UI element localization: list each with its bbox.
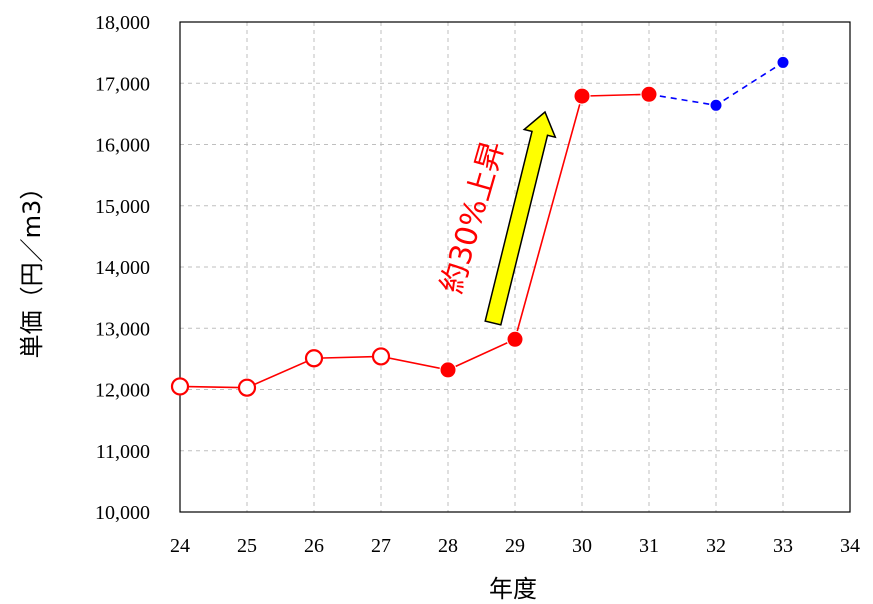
x-tick-label: 27 <box>371 535 391 557</box>
data-point <box>640 85 658 103</box>
x-tick-label: 34 <box>840 535 860 557</box>
x-tick-label: 28 <box>438 535 458 557</box>
x-tick-label: 32 <box>706 535 726 557</box>
x-tick-label: 24 <box>170 535 190 557</box>
y-tick-label: 17,000 <box>95 73 150 95</box>
data-point <box>573 87 591 105</box>
data-point <box>709 98 723 112</box>
x-tick-label: 25 <box>237 535 257 557</box>
increase-annotation: 約30%上昇 <box>434 110 557 326</box>
x-tick-label: 26 <box>304 535 324 557</box>
y-tick-label: 16,000 <box>95 135 150 157</box>
data-point <box>237 378 257 397</box>
y-tick-label: 11,000 <box>96 441 150 463</box>
y-tick-label: 13,000 <box>95 318 150 340</box>
x-tick-label: 33 <box>773 535 793 557</box>
y-tick-label: 18,000 <box>95 12 150 34</box>
data-point <box>170 377 190 396</box>
y-tick-label: 15,000 <box>95 196 150 218</box>
x-axis-title: 年度 <box>489 575 537 603</box>
series-line <box>179 93 650 389</box>
x-tick-labels: 24 25 26 27 28 29 30 31 32 33 34 <box>170 535 860 557</box>
x-tick-label: 31 <box>639 535 659 557</box>
y-tick-label: 10,000 <box>95 502 150 524</box>
x-tick-label: 29 <box>505 535 525 557</box>
y-tick-label: 14,000 <box>95 257 150 279</box>
series-markers <box>170 55 790 397</box>
y-tick-labels: 10,000 11,000 12,000 13,000 14,000 15,000 16,0… <box>95 12 150 524</box>
data-point <box>304 349 324 368</box>
grid <box>180 22 850 512</box>
x-tick-label: 30 <box>572 535 592 557</box>
data-point <box>439 361 457 379</box>
data-point <box>776 55 790 69</box>
y-tick-label: 12,000 <box>95 380 150 402</box>
y-axis-title: 単価（円／m3） <box>18 176 46 359</box>
plot-area <box>179 21 851 513</box>
increase-arrow <box>484 110 557 326</box>
data-point <box>371 347 391 366</box>
data-point <box>506 330 524 348</box>
